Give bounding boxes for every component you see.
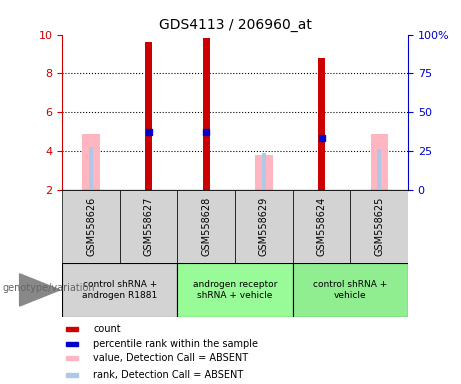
Bar [371,134,388,190]
Text: GSM558624: GSM558624 [317,197,326,256]
Polygon shape [19,274,60,306]
Text: value, Detection Call = ABSENT: value, Detection Call = ABSENT [93,353,248,364]
Bar [203,38,210,190]
Text: GSM558628: GSM558628 [201,197,211,256]
Bar [293,190,350,263]
Text: genotype/variation: genotype/variation [2,283,95,293]
Text: percentile rank within the sample: percentile rank within the sample [93,339,258,349]
Bar [65,372,78,377]
Bar [350,190,408,263]
Text: count: count [93,324,121,334]
Text: control shRNA +
vehicle: control shRNA + vehicle [313,280,388,300]
Text: control shRNA +
androgen R1881: control shRNA + androgen R1881 [82,280,158,300]
Text: GSM558627: GSM558627 [144,197,154,256]
Bar [235,190,293,263]
Bar [65,327,78,331]
Bar [255,155,272,190]
Bar [62,263,177,317]
Bar [62,190,120,263]
Title: GDS4113 / 206960_at: GDS4113 / 206960_at [159,18,312,32]
Bar [318,58,325,190]
Bar [65,342,78,346]
Text: androgen receptor
shRNA + vehicle: androgen receptor shRNA + vehicle [193,280,278,300]
Bar [177,190,235,263]
Bar [89,147,93,190]
Bar [262,153,266,190]
Text: rank, Detection Call = ABSENT: rank, Detection Call = ABSENT [93,369,243,380]
Bar [177,263,293,317]
Bar [293,263,408,317]
Bar [145,42,152,190]
Text: GSM558629: GSM558629 [259,197,269,256]
Text: GSM558626: GSM558626 [86,197,96,256]
Bar [83,134,100,190]
Text: GSM558625: GSM558625 [374,197,384,256]
Bar [120,190,177,263]
Bar [378,149,381,190]
Bar [65,356,78,361]
